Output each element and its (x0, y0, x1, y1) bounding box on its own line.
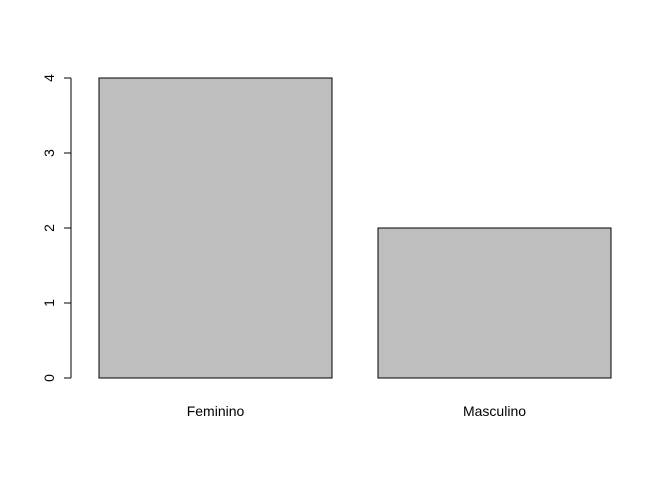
y-tick-label: 3 (41, 149, 57, 157)
bar-masculino (377, 227, 612, 379)
x-category-label: Masculino (463, 403, 526, 419)
x-axis-labels: Feminino Masculino (187, 403, 527, 419)
bar-feminino (98, 77, 333, 379)
y-tick-label: 1 (41, 299, 57, 307)
x-category-label: Feminino (187, 403, 245, 419)
bars (98, 77, 612, 379)
y-axis: 0 1 2 3 4 (41, 74, 72, 382)
y-tick-label: 2 (41, 224, 57, 232)
y-tick-label: 0 (41, 374, 57, 382)
y-tick-label: 4 (41, 74, 57, 82)
